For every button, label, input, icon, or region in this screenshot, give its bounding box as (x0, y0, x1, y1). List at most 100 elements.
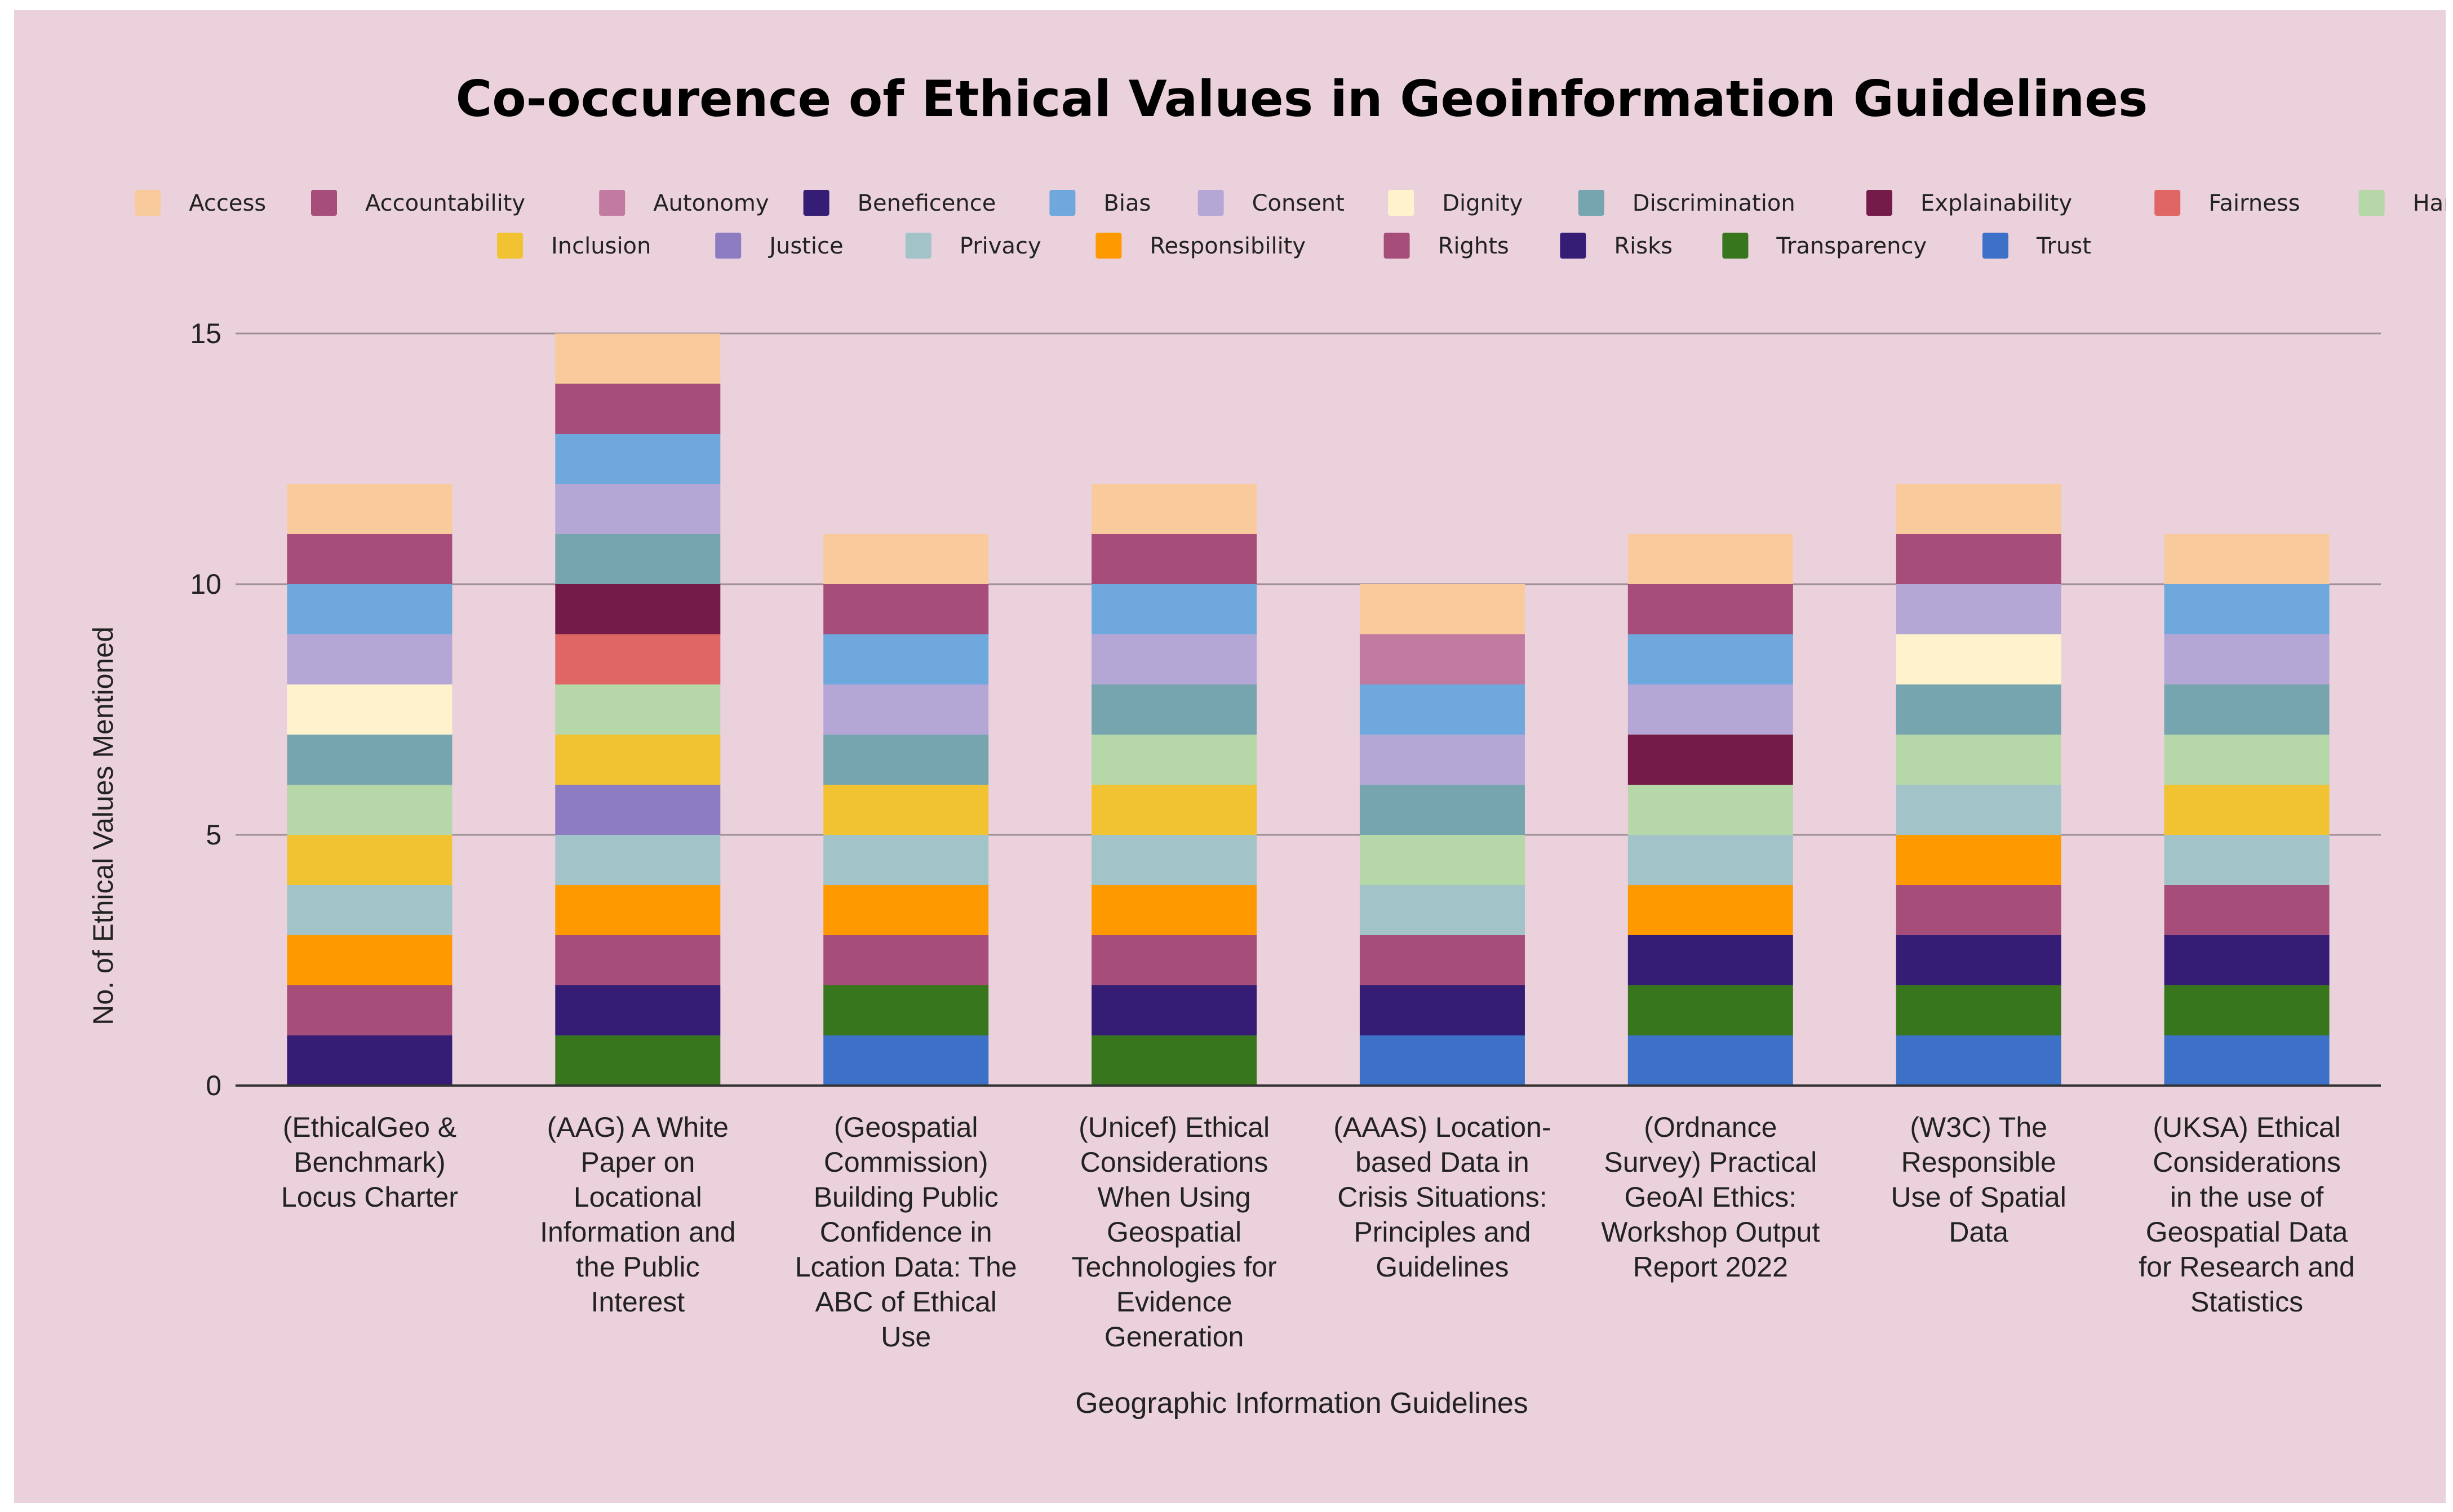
bar-segment-rights (1092, 935, 1257, 985)
bar-segment-harm (2164, 735, 2330, 785)
bar-segment-trust (823, 1035, 989, 1086)
bar-segment-access (1092, 484, 1257, 534)
bar-segment-bias (823, 634, 989, 684)
legend-item-explainability: Explainability (1866, 190, 2072, 216)
bar-segment-bias (1359, 684, 1525, 735)
bar-segment-inclusion (823, 785, 989, 835)
legend: Access Accountability Autonomy Beneficence B… (135, 190, 2446, 259)
legend-item-trust: Trust (1982, 233, 2091, 259)
bar-segment-access (555, 333, 721, 384)
bar-segment-harm (287, 785, 453, 835)
legend-item-risks: Risks (1560, 233, 1673, 259)
bar-segment-consent (1896, 584, 2061, 634)
legend-swatch (2154, 190, 2181, 216)
bar-segment-explainability (1627, 735, 1793, 785)
bar-stack (1092, 484, 1257, 1086)
bar-segment-beneficence (555, 985, 721, 1035)
bar-segment-discrimination (287, 735, 453, 785)
legend-label: Risks (1614, 233, 1673, 259)
legend-item-transparency: Transparency (1722, 233, 1927, 259)
bar-segment-transparency (1092, 1035, 1257, 1086)
legend-item-dignity: Dignity (1388, 190, 1523, 216)
bar-segment-privacy (1092, 835, 1257, 885)
bar-segment-trust (2164, 1035, 2330, 1086)
bar-segment-harm (555, 684, 721, 735)
x-tick-label: (Unicef) Ethical Considerations When Using… (1072, 1111, 1277, 1353)
legend-swatch (715, 233, 742, 259)
bar-stack (1627, 534, 1793, 1086)
bar-segment-bias (2164, 584, 2330, 634)
legend-swatch (1388, 190, 1414, 216)
bar-stack (555, 333, 721, 1086)
legend-label: Accountability (365, 190, 525, 216)
bar-segment-responsibility (823, 885, 989, 935)
bar-segment-trust (1359, 1035, 1525, 1086)
legend-swatch (1049, 190, 1076, 216)
bar-segment-responsibility (1627, 885, 1793, 935)
legend-label: Responsibility (1150, 233, 1306, 259)
legend-item-justice: Justice (715, 233, 844, 259)
legend-item-discrimination: Discrimination (1578, 190, 1795, 216)
bar-segment-consent (823, 684, 989, 735)
legend-swatch (905, 233, 931, 259)
bar-stack (1359, 584, 1525, 1086)
bar-stack (2164, 534, 2330, 1086)
x-tick-label: (UKSA) Ethical Considerations in the use o… (2139, 1111, 2355, 1318)
bar-segment-responsibility (1896, 835, 2061, 885)
x-tick-label: (EthicalGeo & Benchmark) Locus Charter (281, 1111, 458, 1213)
bar-segment-beneficence (1896, 935, 2061, 985)
legend-swatch (1982, 233, 2008, 259)
x-tick-label: (AAG) A White Paper on Locational Informati… (540, 1111, 735, 1318)
legend-swatch (1383, 233, 1410, 259)
bar-segment-privacy (287, 885, 453, 935)
legend-item-autonomy: Autonomy (599, 190, 769, 216)
y-tick-label: 15 (190, 318, 221, 349)
x-axis-label: Geographic Information Guidelines (1075, 1387, 1528, 1420)
bar-segment-harm (1092, 735, 1257, 785)
legend-item-rights: Rights (1383, 233, 1509, 259)
legend-label: Access (189, 190, 266, 216)
bar-segment-accountability (823, 584, 989, 634)
bar-segment-beneficence (1627, 935, 1793, 985)
chart-title: Co-occurence of Ethical Values in Geoinf… (456, 70, 2148, 128)
bar-segment-beneficence (1359, 985, 1525, 1035)
legend-swatch (497, 233, 523, 259)
x-tick-label: (W3C) The Responsible Use of Spatial Data (1891, 1111, 2066, 1248)
bar-segment-inclusion (2164, 785, 2330, 835)
bar-segment-beneficence (287, 1035, 453, 1086)
legend-label: Discrimination (1633, 190, 1795, 216)
bar-segment-harm (1359, 835, 1525, 885)
bar-segment-consent (287, 634, 453, 684)
legend-label: Fairness (2208, 190, 2300, 216)
bar-segment-accountability (1092, 534, 1257, 584)
legend-item-beneficence: Beneficence (803, 190, 996, 216)
bar-segment-responsibility (555, 885, 721, 935)
bar-segment-inclusion (1092, 785, 1257, 835)
bar-segment-access (1627, 534, 1793, 584)
bar-segment-justice (555, 785, 721, 835)
bar-segment-access (823, 534, 989, 584)
x-axis-ticks: (EthicalGeo & Benchmark) Locus Charter (AAG… (281, 1111, 2355, 1353)
legend-item-bias: Bias (1049, 190, 1151, 216)
bar-segment-discrimination (555, 534, 721, 584)
bar-segment-transparency (555, 1035, 721, 1086)
bars (287, 333, 2330, 1086)
bar-segment-dignity (287, 684, 453, 735)
legend-label: Transparency (1776, 233, 1927, 259)
legend-item-privacy: Privacy (905, 233, 1041, 259)
bar-segment-fairness (555, 634, 721, 684)
bar-segment-rights (1896, 885, 2061, 935)
bar-segment-bias (555, 434, 721, 484)
bar-segment-privacy (1359, 885, 1525, 935)
bar-segment-access (2164, 534, 2330, 584)
bar-segment-bias (1627, 634, 1793, 684)
y-axis-ticks: 0 5 10 15 (190, 318, 221, 1101)
bar-segment-discrimination (2164, 684, 2330, 735)
legend-label: Trust (2036, 233, 2091, 259)
bar-segment-accountability (1896, 534, 2061, 584)
legend-label: Dignity (1442, 190, 1523, 216)
legend-swatch (803, 190, 830, 216)
legend-label: Harm (2413, 190, 2446, 216)
y-tick-label: 10 (190, 568, 221, 600)
legend-label: Beneficence (858, 190, 996, 216)
